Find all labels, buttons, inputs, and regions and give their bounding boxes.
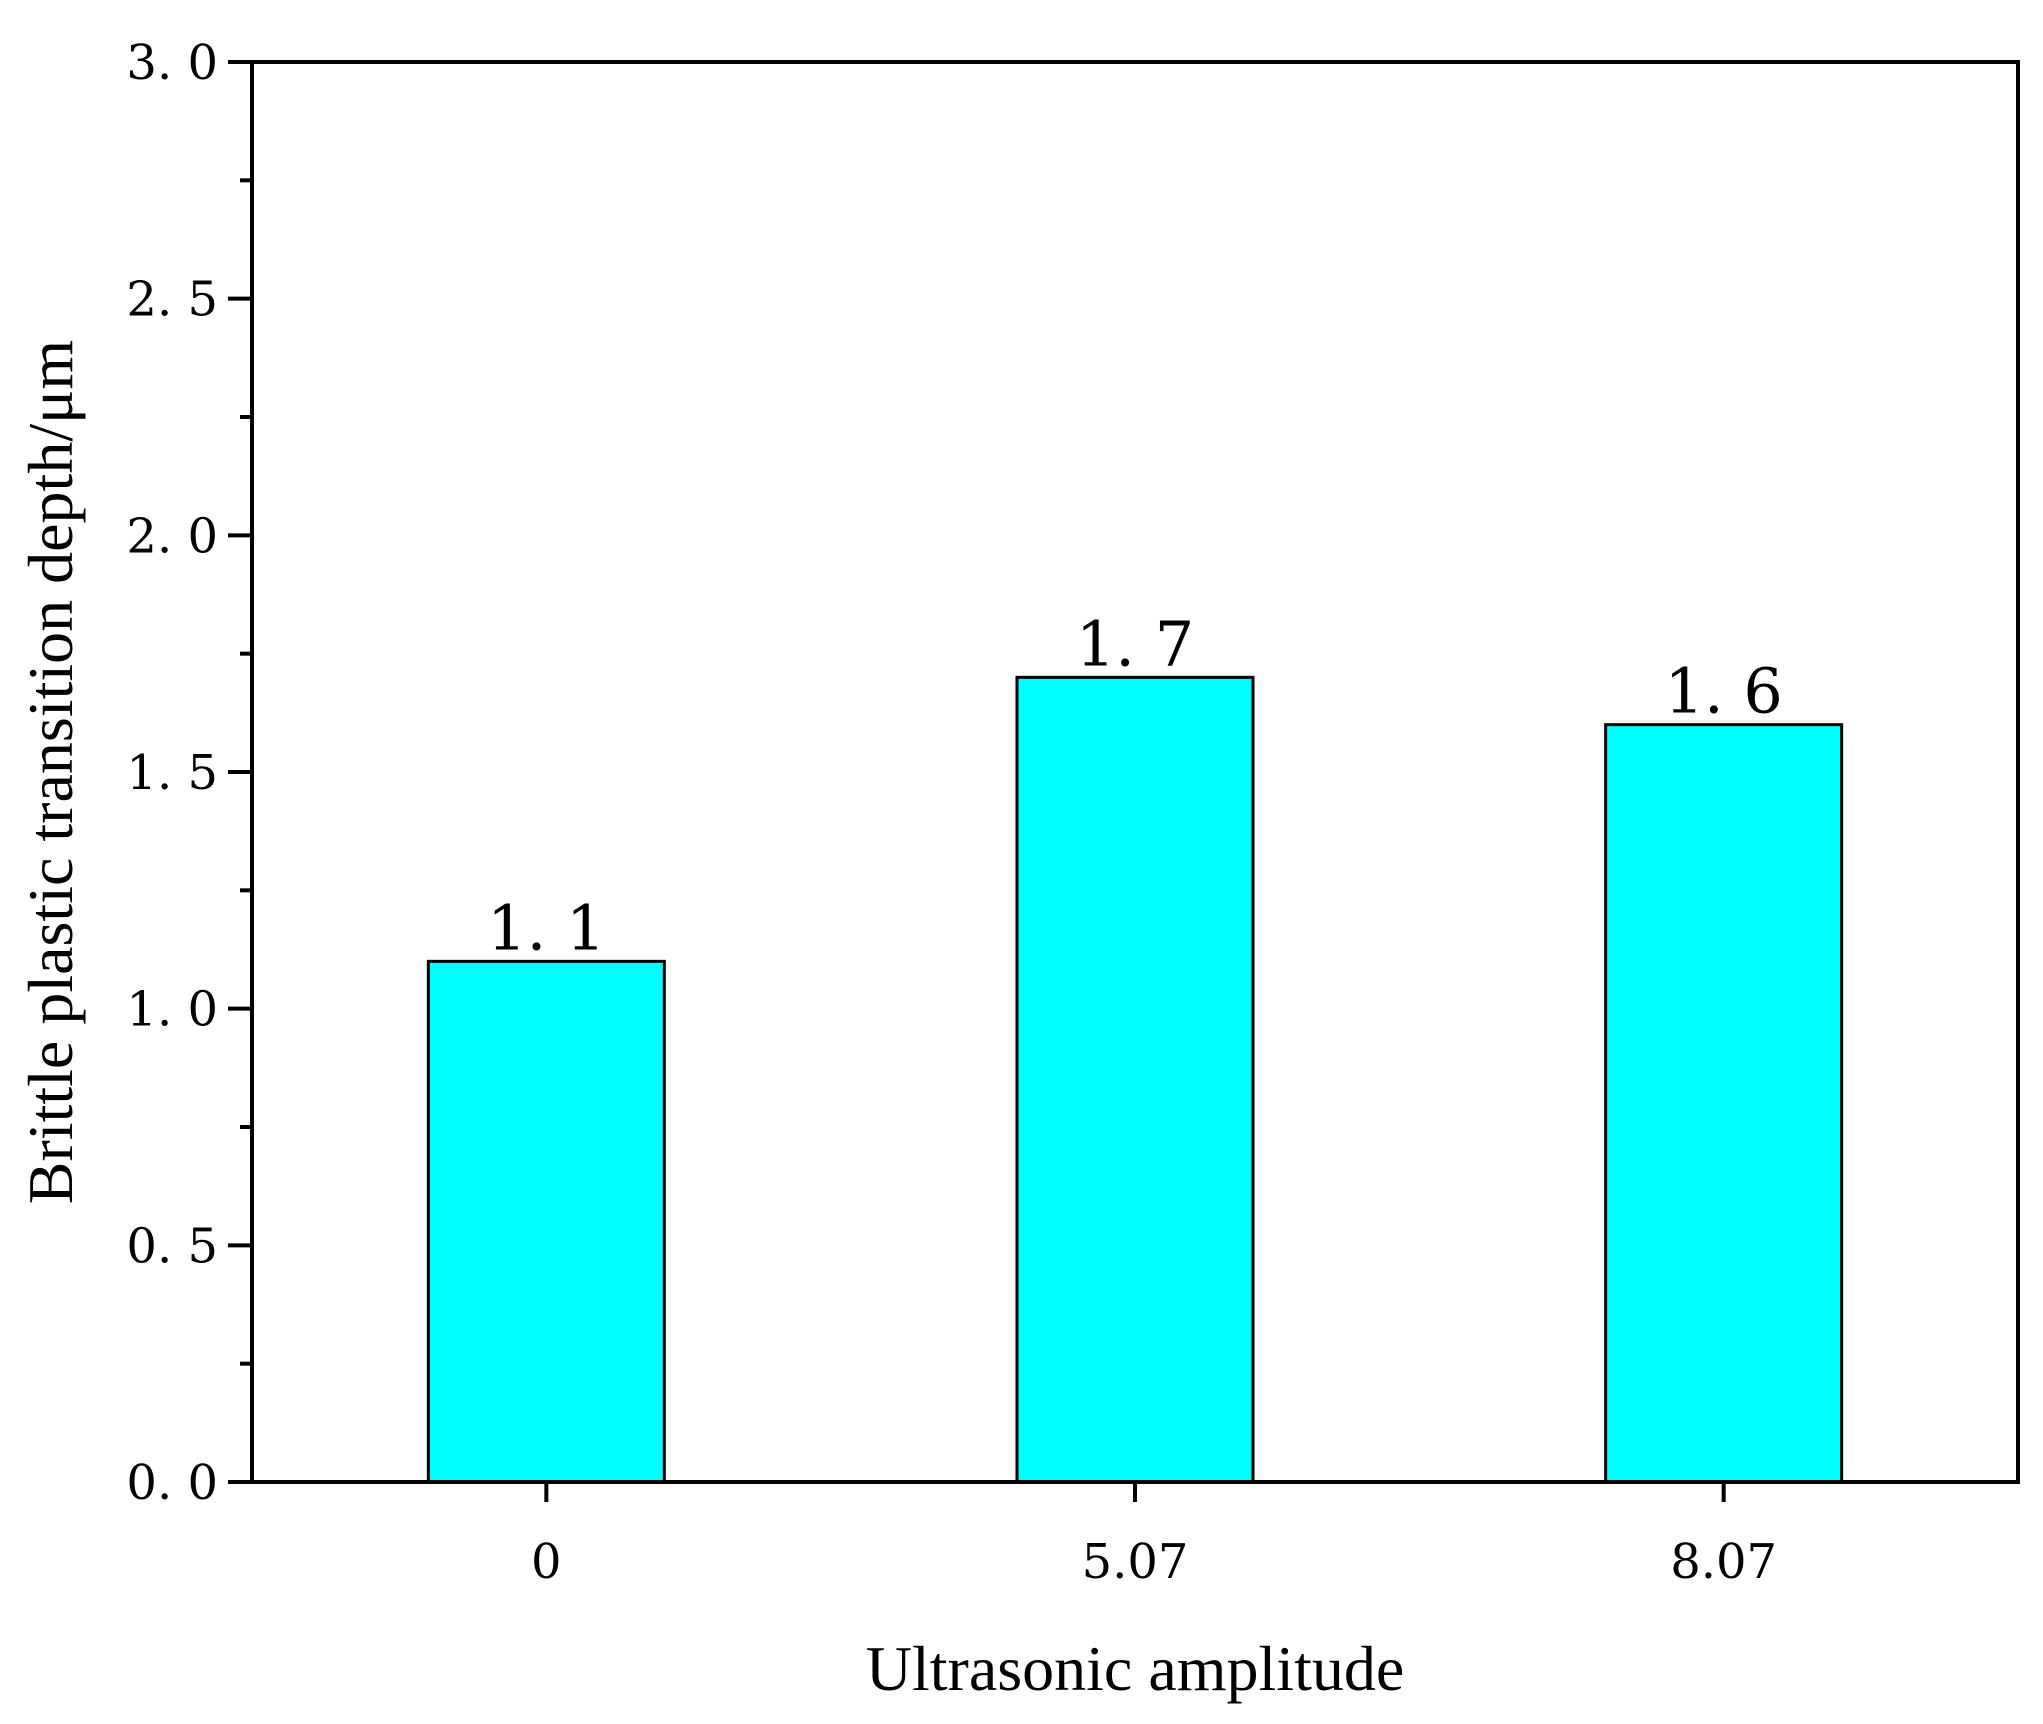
plot-frame — [250, 60, 2020, 1484]
y-tick-label-1: 0. 5 — [126, 1218, 218, 1274]
y-tick-label-0: 0. 0 — [126, 1455, 218, 1511]
y-tick-label-5: 2. 5 — [126, 272, 218, 328]
y-tick-label-6: 3. 0 — [126, 35, 218, 91]
bar-0 — [426, 959, 666, 1484]
y-tick-label-2: 1. 0 — [126, 982, 218, 1038]
data-label-1: 1. 7 — [1076, 607, 1194, 680]
ticks-layer: 0 5.07 8.07 0. 0 0. 5 1. 0 1. 5 2. 0 2. 5 3. 0 — [126, 35, 1777, 1590]
x-axis-title: Ultrasonic amplitude — [866, 1633, 1405, 1704]
x-tick-label-2: 8.07 — [1670, 1534, 1777, 1590]
data-label-2: 1. 6 — [1665, 655, 1783, 728]
bar-1 — [1015, 675, 1255, 1484]
bar-2 — [1604, 723, 1844, 1484]
y-tick-label-4: 2. 0 — [126, 508, 218, 564]
x-tick-label-0: 0 — [531, 1534, 562, 1590]
x-tick-label-1: 5.07 — [1082, 1534, 1189, 1590]
data-label-0: 1. 1 — [487, 891, 605, 964]
bars-layer: 1. 1 1. 7 1. 6 — [426, 607, 1844, 1484]
y-axis-title: Brittle plastic transition depth/μm — [15, 340, 86, 1204]
y-tick-label-3: 1. 5 — [126, 745, 218, 801]
